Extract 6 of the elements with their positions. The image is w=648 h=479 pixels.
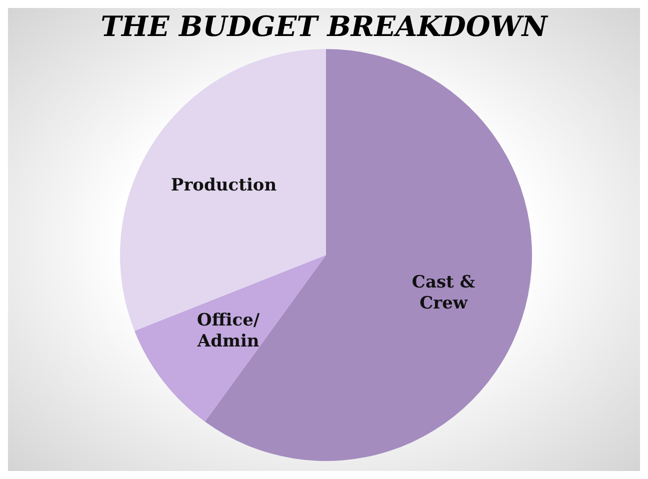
- slice-label: Office/Admin: [196, 310, 260, 352]
- chart-title: THE BUDGET BREAKDOWN: [100, 10, 550, 43]
- slice-label: Production: [170, 176, 277, 196]
- slice-label: Cast & Crew: [412, 272, 476, 314]
- pie-slice: [134, 255, 326, 422]
- pie-slice: [120, 49, 326, 331]
